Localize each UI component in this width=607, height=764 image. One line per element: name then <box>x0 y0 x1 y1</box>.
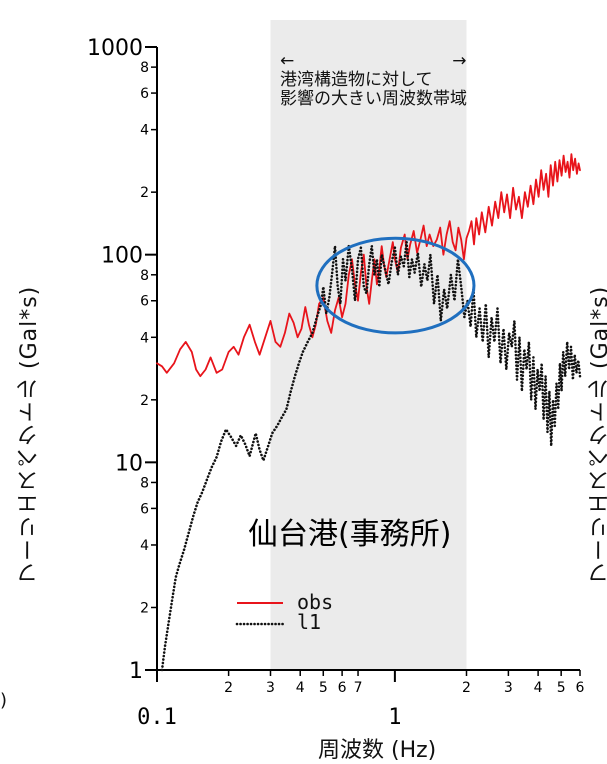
x-minor-tick-label: 6 <box>576 680 585 696</box>
station-annotation: 仙台港(事務所) <box>248 517 452 552</box>
y-minor-tick-label: 4 <box>140 330 149 346</box>
y-minor-tick-label: 8 <box>140 268 149 284</box>
y-minor-tick-label: 8 <box>140 60 149 76</box>
x-minor-tick-label: 2 <box>462 680 471 696</box>
x-minor-tick-label: 3 <box>266 680 275 696</box>
y-axis-label: フーリエスペクトル (Gal*s) <box>17 285 42 585</box>
band-label-line1: 港湾構造物に対して <box>280 70 433 90</box>
x-minor-tick-label: 5 <box>319 680 328 696</box>
y-minor-tick-label: 4 <box>140 538 149 554</box>
x-tick-label: 0.1 <box>137 705 177 730</box>
y-tick-label: 10 <box>115 451 143 476</box>
arrow-left: ← <box>280 51 295 71</box>
y-tick-label: 1000 <box>87 36 143 61</box>
highlight-ellipse <box>315 236 476 335</box>
edge-glyph: ) <box>0 690 8 711</box>
legend-label-obs: obs <box>297 590 334 614</box>
y-minor-tick-label: 6 <box>140 86 149 102</box>
y-minor-tick-label: 2 <box>140 185 149 201</box>
y-axis-label-right: フーリエスペクトル (Gal*s) <box>588 285 607 585</box>
series-line-l1 <box>160 240 582 672</box>
y-minor-tick-label: 8 <box>140 475 149 491</box>
band-arrows: ← → <box>280 52 467 71</box>
y-tick-label: 1 <box>129 659 143 684</box>
x-minor-tick-label: 4 <box>534 680 543 696</box>
x-tick-label: 1 <box>388 705 401 730</box>
y-minor-tick-label: 6 <box>140 501 149 517</box>
series-line-obs <box>156 153 581 378</box>
band-label-line2: 影響の大きい周波数帯域 <box>280 89 467 109</box>
arrow-right: → <box>452 51 467 71</box>
x-minor-tick-label: 5 <box>557 680 566 696</box>
x-minor-tick-label: 2 <box>224 680 233 696</box>
x-minor-tick-label: 7 <box>354 680 363 696</box>
legend-label-l1: l1 <box>297 610 322 634</box>
x-minor-tick-label: 4 <box>296 680 305 696</box>
shaded-frequency-band <box>270 20 467 670</box>
y-tick-label: 100 <box>101 244 143 269</box>
y-minor-tick-label: 2 <box>140 393 149 409</box>
y-minor-tick-label: 2 <box>140 600 149 616</box>
x-minor-tick-label: 6 <box>338 680 347 696</box>
x-axis-label: 周波数 (Hz) <box>318 738 437 763</box>
y-minor-tick-label: 6 <box>140 294 149 310</box>
x-minor-tick-label: 3 <box>504 680 513 696</box>
y-minor-tick-label: 4 <box>140 123 149 139</box>
band-annotation: ← → 港湾構造物に対して 影響の大きい周波数帯域 <box>280 52 467 109</box>
